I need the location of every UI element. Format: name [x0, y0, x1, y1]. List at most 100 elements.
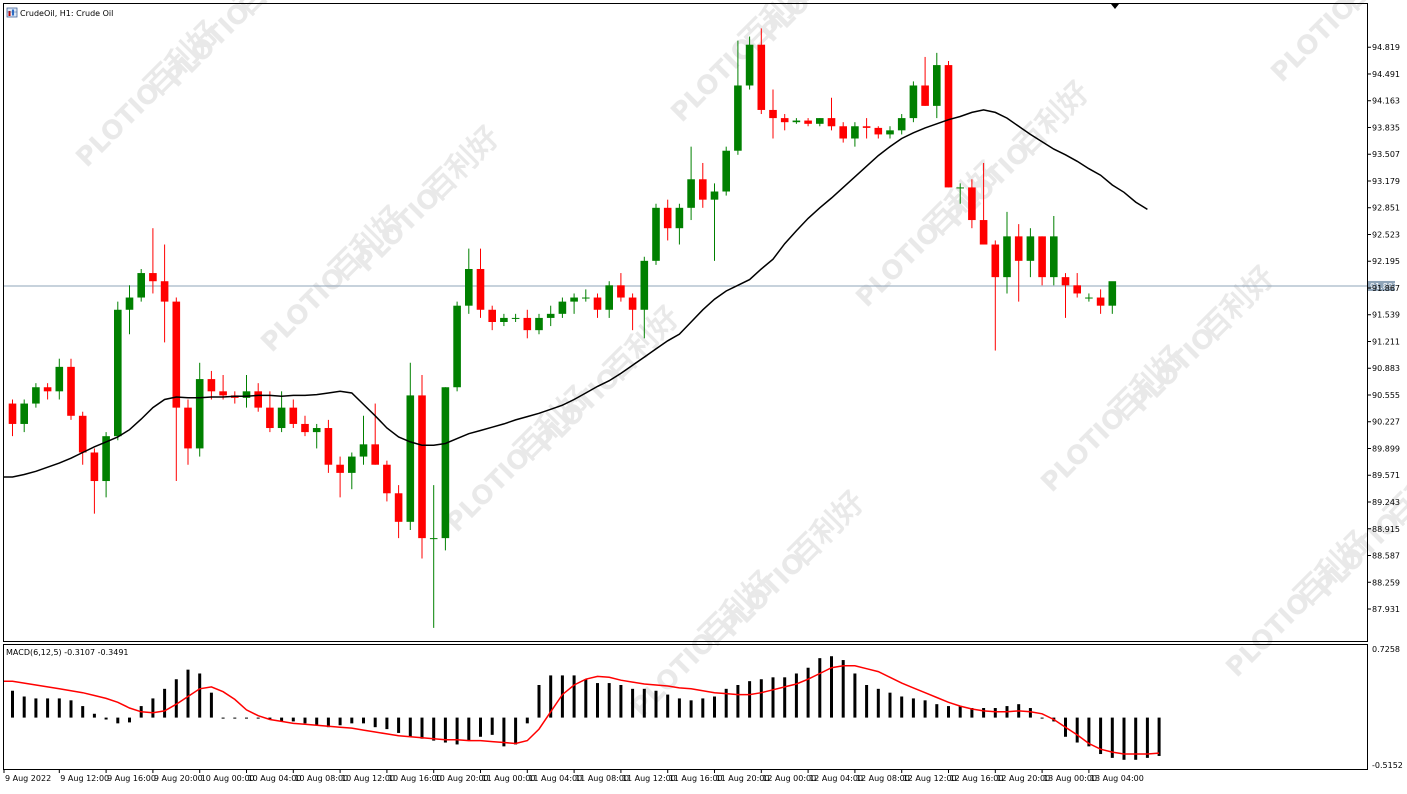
main-pane-frame — [3, 3, 1368, 642]
candle-body — [289, 407, 298, 424]
macd-histogram-bar — [174, 679, 178, 718]
price-tick-label: 92.523 — [1372, 230, 1400, 239]
time-tick-label: 12 Aug 16:00 — [950, 774, 1004, 783]
macd-histogram-bar — [677, 698, 681, 718]
macd-histogram-bar — [1040, 717, 1044, 719]
macd-histogram-bar — [911, 698, 915, 718]
time-tick-label: 12 Aug 20:00 — [996, 774, 1050, 783]
price-tick-label: 93.835 — [1372, 123, 1400, 132]
candle-body — [675, 207, 684, 229]
macd-histogram-bar — [701, 698, 705, 718]
price-tick-label: 87.931 — [1372, 605, 1400, 614]
macd-histogram-bar — [128, 717, 131, 723]
time-tick-label: 13 Aug 00:00 — [1043, 774, 1097, 783]
candle-body — [628, 297, 637, 310]
moving-average-line — [4, 109, 1148, 478]
candle-body — [605, 285, 613, 310]
macd-histogram-bar — [467, 717, 471, 741]
time-tick-label: 10 Aug 00:00 — [201, 774, 255, 783]
macd-histogram-bar — [315, 717, 319, 726]
macd-histogram-bar — [408, 717, 412, 737]
time-axis: 9 Aug 2022 9 Aug 12:009 Aug 16:009 Aug 20… — [3, 770, 1144, 783]
macd-histogram-bar — [713, 696, 716, 718]
macd-histogram-bar — [841, 660, 845, 718]
macd-histogram-bar — [326, 717, 330, 728]
macd-axis-max: 0.7258 — [1372, 645, 1400, 654]
macd-histogram-bar — [479, 717, 482, 737]
macd-histogram-bar — [455, 717, 459, 745]
candle-body — [886, 130, 894, 135]
price-tick-label: 92.195 — [1372, 257, 1400, 266]
price-tick-label: 94.819 — [1372, 43, 1400, 52]
macd-histogram-bar — [397, 717, 401, 733]
macd-histogram-bar — [689, 700, 693, 718]
macd-histogram-bar — [958, 706, 962, 718]
macd-histogram-bar — [1134, 717, 1138, 760]
candle-body — [699, 179, 707, 200]
current-price-label: 91.892 — [1370, 282, 1398, 291]
candle-body — [570, 297, 578, 302]
macd-histogram-bar — [1087, 717, 1091, 747]
time-tick-label: 12 Aug 08:00 — [856, 774, 910, 783]
time-tick-label: 12 Aug 04:00 — [809, 774, 863, 783]
candle-body — [418, 395, 426, 539]
candle-body — [312, 428, 321, 433]
candle-body — [500, 317, 508, 322]
price-tick-label: 88.587 — [1372, 552, 1400, 561]
macd-histogram-bar — [1122, 717, 1126, 760]
macd-histogram-bar — [245, 717, 248, 719]
candle-body — [722, 150, 730, 192]
candle-body — [102, 436, 110, 482]
macd-histogram-bar — [443, 717, 447, 743]
triangle-down-icon — [1111, 4, 1119, 9]
macd-histogram-bar — [209, 692, 213, 718]
candle-body — [921, 85, 929, 106]
time-tick-label: 10 Aug 12:00 — [341, 774, 395, 783]
time-tick-label: 11 Aug 20:00 — [716, 774, 770, 783]
candle-body — [710, 191, 719, 200]
macd-axis-min: -0.5152 — [1372, 761, 1403, 770]
candle-body — [125, 297, 134, 310]
candle-body — [20, 403, 28, 424]
macd-histogram-bar — [514, 717, 518, 745]
price-tick-label: 90.227 — [1372, 418, 1400, 427]
candle-body — [933, 65, 941, 106]
chart-window-icon[interactable] — [6, 7, 18, 18]
candle-body — [8, 403, 17, 424]
macd-histogram-bar — [1110, 717, 1114, 758]
candle-body — [1096, 297, 1105, 306]
watermark-chinese: 百利好 — [1008, 75, 1096, 163]
macd-pane-frame — [3, 644, 1368, 770]
candle-body — [593, 297, 602, 310]
candle-body — [453, 305, 461, 388]
macd-histogram-bar — [666, 694, 670, 718]
macd-histogram-bar — [865, 684, 869, 718]
watermark-brand: PLOTIO — [1265, 0, 1361, 88]
watermark-chinese: 百利好 — [598, 300, 686, 388]
macd-histogram-bar — [537, 684, 541, 718]
macd-histogram-bar — [268, 717, 272, 720]
macd-histogram-bar — [280, 717, 284, 722]
macd-histogram-bar — [1075, 717, 1079, 743]
macd-histogram-bar — [81, 706, 85, 718]
candle-body — [523, 317, 532, 331]
candle-body — [254, 391, 262, 408]
macd-histogram-bar — [69, 700, 73, 718]
time-tick-label: 9 Aug 2022 — [5, 774, 51, 783]
candle-body — [816, 118, 824, 124]
candle-body — [476, 268, 485, 310]
macd-histogram-bar — [876, 688, 880, 718]
macd-histogram-bar — [993, 708, 997, 718]
time-tick-label: 9 Aug 20:00 — [154, 774, 203, 783]
current-price-label-bg — [1368, 280, 1395, 291]
macd-histogram-bar — [619, 684, 623, 718]
macd-histogram-bar — [490, 717, 494, 735]
candle-body — [266, 407, 274, 429]
candle-body — [67, 366, 75, 416]
candle-body — [55, 366, 64, 392]
macd-histogram-bar — [853, 673, 857, 718]
